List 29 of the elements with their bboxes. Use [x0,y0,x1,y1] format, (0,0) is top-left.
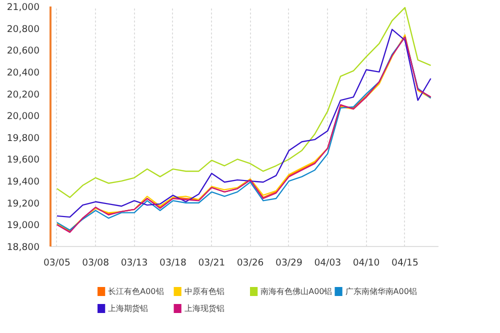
x-tick-label: 03/26 [236,258,264,268]
y-tick-label: 19,000 [6,220,40,232]
y-tick-label: 19,800 [6,132,40,144]
y-tick-label: 21,000 [6,2,40,13]
y-tick-label: 20,800 [6,24,40,35]
x-tick-label: 04/10 [352,258,380,268]
x-tick-label: 03/13 [120,258,148,268]
x-tick-label: 03/05 [44,258,70,268]
y-tick-label: 18,800 [6,242,40,253]
legend-label: 长江有色A00铝 [108,287,164,296]
legend-label: 上海期货铝 [108,304,148,313]
legend-label: 广东南储华南A00铝 [345,287,417,296]
x-tick-label: 03/08 [82,258,110,268]
x-tick-label: 04/15 [392,258,418,268]
y-tick-label: 20,600 [6,46,40,57]
y-tick-label: 20,000 [6,111,40,122]
legend-label: 上海现货铝 [184,304,224,313]
x-tick-label: 03/18 [160,258,186,268]
legend-label: 南海有色佛山A00铝 [260,287,332,296]
x-tick-label: 03/29 [276,258,302,268]
line-series [56,6,432,198]
y-tick-label: 19,600 [6,154,40,166]
y-tick-label: 19,200 [6,198,40,210]
x-tick-label: 03/21 [198,258,226,268]
legend-label: 中原有色铝 [184,287,224,296]
x-tick-label: 04/03 [314,258,342,268]
y-tick-label: 20,400 [6,67,40,78]
y-tick-label: 20,200 [6,89,40,100]
y-tick-label: 19,400 [6,176,40,188]
